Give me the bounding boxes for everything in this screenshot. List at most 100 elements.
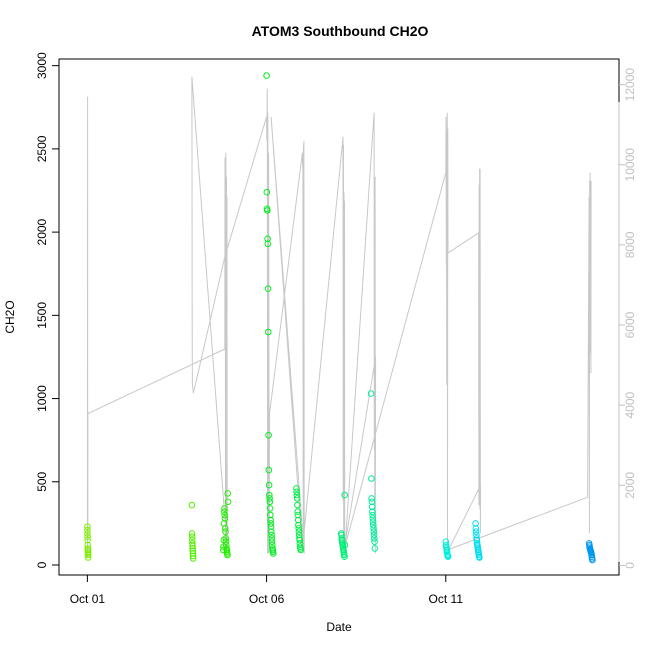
y-tick-label-5: 2500 <box>35 135 49 162</box>
data-point-s5-14 <box>341 491 349 499</box>
data-point-s5-1 <box>338 531 345 539</box>
data-point-s3-13 <box>266 498 274 506</box>
data-point-s1-6 <box>189 545 196 552</box>
data-point-s0-5 <box>84 541 91 549</box>
data-point-s6-6 <box>369 511 376 519</box>
data-point-s2-11 <box>222 538 230 546</box>
data-point-s3-27 <box>270 550 277 557</box>
data-point-s2-18 <box>224 490 231 497</box>
y-tick-label-1: 500 <box>35 471 49 491</box>
data-point-s2-19 <box>224 498 232 506</box>
data-point-s1-10 <box>189 555 197 562</box>
data-point-s3-19 <box>268 528 275 536</box>
data-point-s6-11 <box>370 528 378 536</box>
data-point-s6-9 <box>370 521 377 529</box>
data-point-s4-2 <box>293 491 301 499</box>
data-point-s4-17 <box>297 546 305 554</box>
data-point-s8-1 <box>472 525 480 532</box>
data-point-s4-3 <box>293 495 301 502</box>
data-point-s1-9 <box>189 552 197 560</box>
data-point-s6-8 <box>369 518 377 526</box>
data-point-s8-5 <box>473 536 481 544</box>
data-point-s3-21 <box>268 535 276 542</box>
data-point-s0-10 <box>84 551 92 559</box>
data-point-s3-9 <box>265 466 273 474</box>
data-point-s9-13 <box>589 556 596 564</box>
data-point-s1-2 <box>188 533 196 541</box>
altitude-line <box>86 76 592 558</box>
data-point-s3-14 <box>266 505 274 512</box>
data-point-s3-20 <box>268 531 275 539</box>
x-tick-label-0: Oct 01 <box>70 592 106 606</box>
data-point-s8-15 <box>476 554 483 561</box>
y2-tick-label-1: 2000 <box>623 472 637 499</box>
y2-tick-label-4: 8000 <box>623 231 637 258</box>
data-point-s2-10 <box>222 535 230 542</box>
data-point-s3-15 <box>267 511 274 519</box>
plot-area <box>58 58 620 576</box>
y2-tick-label-0: 0 <box>623 562 637 569</box>
data-point-s4-1 <box>293 488 301 496</box>
data-point-s1-4 <box>189 540 196 547</box>
data-point-s3-10 <box>265 481 273 489</box>
data-point-s2-5 <box>221 505 228 512</box>
data-point-s6-2 <box>368 495 375 502</box>
data-point-s4-13 <box>296 536 304 544</box>
data-point-s6-14 <box>371 538 378 546</box>
data-point-s3-7 <box>265 328 272 336</box>
data-point-s7-9 <box>444 553 452 561</box>
data-point-s4-10 <box>295 528 303 536</box>
data-point-s6-7 <box>369 515 377 522</box>
data-point-s1-8 <box>189 550 197 557</box>
data-point-s0-4 <box>84 536 91 544</box>
data-point-s3-22 <box>268 538 276 546</box>
data-point-s4-9 <box>295 525 303 532</box>
data-point-s3-16 <box>267 516 274 524</box>
data-point-s3-4 <box>264 235 271 243</box>
y2-tick-label-3: 6000 <box>623 311 637 338</box>
data-point-s2-0 <box>220 546 227 554</box>
data-point-s3-0 <box>263 72 270 79</box>
data-point-s8-3 <box>473 531 480 539</box>
data-point-s5-13 <box>341 553 348 561</box>
x-tick-label-1: Oct 06 <box>249 592 285 606</box>
y2-tick-label-5: 10000 <box>623 148 637 182</box>
y2-tick-label-6: 12000 <box>623 68 637 102</box>
data-point-s2-17 <box>224 551 231 559</box>
x-tick-label-2: Oct 11 <box>429 592 464 606</box>
data-point-s0-0 <box>84 523 91 531</box>
data-point-s4-7 <box>294 516 302 524</box>
data-point-s2-4 <box>221 508 228 516</box>
data-point-s3-6 <box>264 285 272 293</box>
data-point-s3-1 <box>263 188 271 196</box>
data-point-s8-0 <box>472 520 479 527</box>
data-point-s1-1 <box>188 530 196 537</box>
axis-ticks: 0 500 1000 1500 2000 2500 3000 0 2000 4000 6000 800… <box>35 52 637 606</box>
data-point-s4-8 <box>295 521 302 529</box>
data-point-s6-15 <box>371 545 379 552</box>
data-point-s4-14 <box>296 540 304 547</box>
data-point-s4-5 <box>294 508 302 516</box>
altitude-series <box>86 76 592 558</box>
data-point-s4-0 <box>293 485 300 492</box>
data-point-s5-15 <box>341 541 349 549</box>
data-point-s2-8 <box>222 525 229 532</box>
data-point-s6-13 <box>371 535 378 542</box>
data-point-s3-8 <box>265 431 272 439</box>
data-point-s1-5 <box>189 542 196 550</box>
data-point-s3-18 <box>267 523 275 531</box>
x-axis-label: Date <box>326 620 352 634</box>
data-point-s0-3 <box>84 533 91 541</box>
ch2o-series <box>84 72 596 564</box>
data-point-s6-1 <box>368 475 375 482</box>
data-point-s4-6 <box>294 511 302 519</box>
data-point-s3-5 <box>264 240 272 248</box>
data-point-s2-6 <box>221 511 229 519</box>
data-point-s4-11 <box>295 531 303 539</box>
data-point-s0-2 <box>84 530 91 537</box>
data-point-s6-12 <box>370 531 378 539</box>
y-tick-label-0: 0 <box>35 561 49 568</box>
data-point-s2-9 <box>222 528 229 536</box>
data-point-s6-4 <box>368 503 376 511</box>
